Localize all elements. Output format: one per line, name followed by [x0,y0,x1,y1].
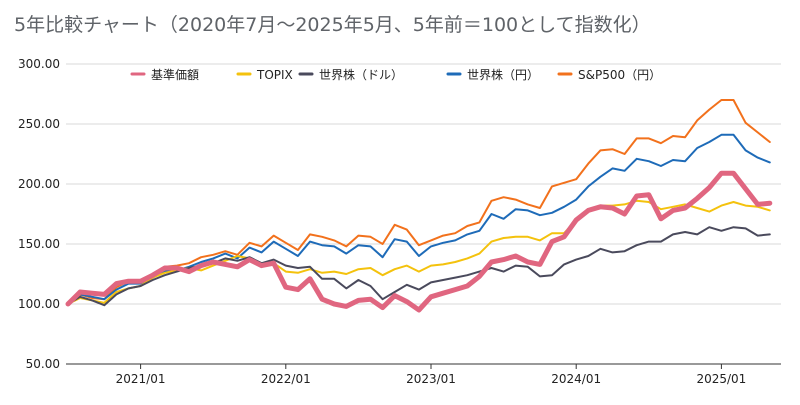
x-tick-label: 2022/01 [261,372,311,386]
legend-label: 世界株（ドル） [319,67,403,82]
series-line-4 [67,99,771,305]
legend-label: S&P500（円） [578,68,661,82]
legend-label: 世界株（円） [467,67,539,82]
y-tick-label: 200.00 [18,177,60,191]
y-tick-label: 50.00 [26,357,60,371]
x-tick-label: 2024/01 [551,372,601,386]
series-line-3 [67,133,771,305]
x-tick-label: 2025/01 [696,372,746,386]
y-tick-label: 150.00 [18,237,60,251]
y-tick-label: 250.00 [18,117,60,131]
chart-title: 5年比較チャート（2020年7月〜2025年5月、5年前＝100として指数化） [14,14,651,36]
y-tick-label: 100.00 [18,297,60,311]
y-tick-label: 300.00 [18,57,60,71]
legend-label: 基準価額 [151,67,199,82]
x-tick-label: 2023/01 [406,372,456,386]
x-tick-label: 2021/01 [116,372,166,386]
legend-label: TOPIX [256,68,293,82]
series-line-0 [65,170,773,313]
